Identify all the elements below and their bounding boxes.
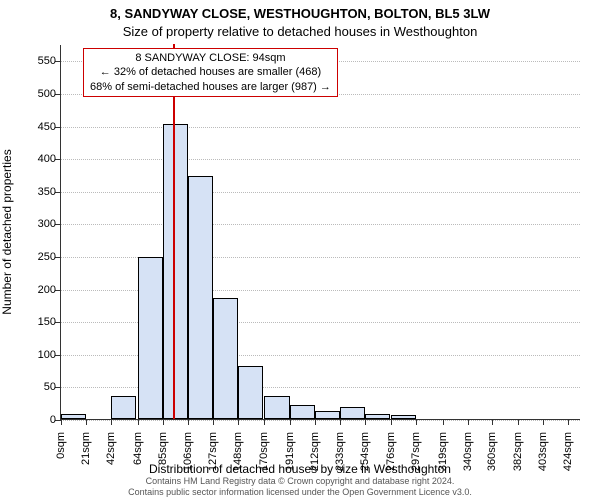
annotation-line: ← 32% of detached houses are smaller (46…: [90, 65, 331, 79]
y-tick-label: 250: [16, 251, 56, 263]
histogram-bar: [315, 411, 340, 419]
annotation-line: 68% of semi-detached houses are larger (…: [90, 80, 331, 94]
y-tick-label: 350: [16, 186, 56, 198]
footer-attribution: Contains HM Land Registry data © Crown c…: [0, 476, 600, 498]
histogram-bar: [391, 415, 416, 419]
x-tick: [443, 419, 444, 425]
y-tick-label: 500: [16, 88, 56, 100]
annotation-line: 8 SANDYWAY CLOSE: 94sqm: [90, 51, 331, 65]
annotation-box: 8 SANDYWAY CLOSE: 94sqm← 32% of detached…: [83, 48, 338, 97]
x-tick: [468, 419, 469, 425]
histogram-bar: [111, 396, 136, 419]
histogram-bar: [238, 366, 263, 419]
histogram-bar: [188, 176, 213, 419]
histogram-bar: [213, 298, 238, 419]
marker-line: [173, 44, 175, 419]
x-tick: [86, 419, 87, 425]
x-tick: [264, 419, 265, 425]
x-tick: [238, 419, 239, 425]
chart-title-sub: Size of property relative to detached ho…: [0, 24, 600, 39]
x-tick: [568, 419, 569, 425]
y-tick-label: 450: [16, 121, 56, 133]
y-tick-label: 150: [16, 316, 56, 328]
x-tick: [492, 419, 493, 425]
gridline: [61, 127, 580, 128]
x-tick: [315, 419, 316, 425]
x-tick: [416, 419, 417, 425]
y-axis-label: Number of detached properties: [0, 149, 14, 314]
gridline: [61, 224, 580, 225]
x-tick: [163, 419, 164, 425]
chart-title-main: 8, SANDYWAY CLOSE, WESTHOUGHTON, BOLTON,…: [0, 6, 600, 21]
gridline: [61, 420, 580, 421]
footer-line2: Contains public sector information licen…: [128, 487, 472, 497]
histogram-bar: [290, 405, 315, 419]
histogram-bar: [365, 414, 390, 419]
x-tick: [188, 419, 189, 425]
y-tick-label: 50: [16, 381, 56, 393]
x-tick: [543, 419, 544, 425]
y-tick-label: 200: [16, 284, 56, 296]
chart-container: 8, SANDYWAY CLOSE, WESTHOUGHTON, BOLTON,…: [0, 0, 600, 500]
footer-line1: Contains HM Land Registry data © Crown c…: [146, 476, 455, 486]
gridline: [61, 192, 580, 193]
x-tick: [365, 419, 366, 425]
y-tick-label: 100: [16, 349, 56, 361]
y-tick-label: 550: [16, 55, 56, 67]
x-tick: [213, 419, 214, 425]
y-tick-label: 0: [16, 414, 56, 426]
gridline: [61, 159, 580, 160]
x-tick: [138, 419, 139, 425]
x-tick: [111, 419, 112, 425]
histogram-bar: [264, 396, 289, 419]
x-tick: [340, 419, 341, 425]
x-tick: [290, 419, 291, 425]
x-axis-label: Distribution of detached houses by size …: [0, 462, 600, 476]
x-tick: [61, 419, 62, 425]
y-tick-label: 300: [16, 218, 56, 230]
y-tick-label: 400: [16, 153, 56, 165]
histogram-bar: [61, 414, 86, 419]
x-tick: [391, 419, 392, 425]
histogram-bar: [138, 257, 163, 419]
x-tick: [518, 419, 519, 425]
histogram-bar: [340, 407, 365, 419]
plot-area: 0501001502002503003504004505005500sqm21s…: [60, 45, 580, 420]
